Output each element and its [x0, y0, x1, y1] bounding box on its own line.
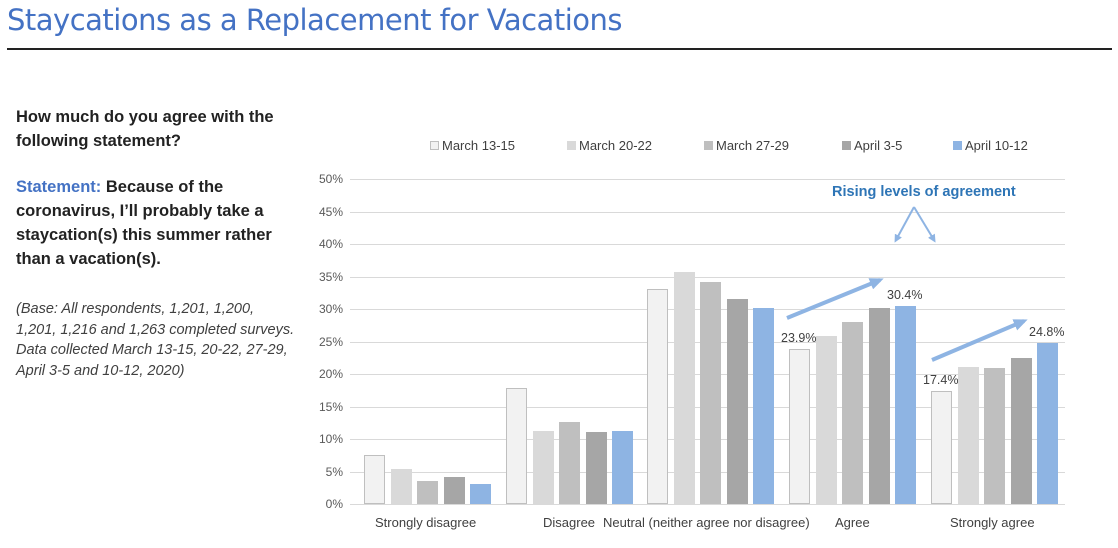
x-category-label: Agree	[835, 515, 870, 530]
y-tick-label: 20%	[318, 367, 343, 381]
x-category-label: Strongly disagree	[375, 515, 477, 530]
y-tick-label: 10%	[318, 432, 343, 446]
data-label: 24.8%	[1029, 324, 1065, 339]
y-tick-label: 15%	[318, 399, 343, 414]
gridline	[350, 211, 1065, 213]
title-divider	[7, 48, 1112, 50]
data-label: 23.9%	[781, 330, 817, 345]
gridline	[350, 276, 1065, 278]
agree-trend-arrow	[786, 278, 884, 320]
bar	[753, 307, 774, 504]
legend-item: April 3-5	[842, 137, 902, 153]
legend-label: April 10-12	[965, 137, 1028, 153]
bar	[815, 336, 837, 504]
bar	[417, 481, 438, 504]
bar	[532, 431, 554, 504]
bar	[1037, 342, 1058, 504]
bar	[506, 388, 527, 504]
strongly-agree-trend-arrow	[931, 319, 1028, 362]
legend-label: March 13-15	[442, 137, 515, 153]
bar	[726, 299, 748, 504]
annotation-arrow-right	[913, 206, 936, 243]
y-tick-label: 0%	[325, 497, 343, 511]
bar	[673, 271, 695, 504]
data-label: 17.4%	[923, 372, 959, 387]
bar	[789, 348, 810, 504]
legend-swatch	[953, 140, 962, 150]
bar	[612, 431, 633, 504]
bar	[868, 307, 890, 504]
bar	[931, 390, 952, 504]
x-category-label: Strongly agree	[950, 515, 1035, 530]
bar	[984, 368, 1005, 504]
bar	[470, 483, 491, 504]
base-note: (Base: All respondents, 1,201, 1,200, 1,…	[16, 301, 295, 379]
bar	[842, 322, 863, 504]
y-tick-label: 35%	[318, 269, 343, 284]
data-label: 30.4%	[887, 288, 923, 303]
y-tick-label: 5%	[325, 464, 343, 479]
legend-item: March 27-29	[704, 137, 789, 153]
annotation-arrow-left	[894, 206, 915, 243]
bar	[700, 281, 721, 504]
bar	[559, 422, 580, 504]
bar	[390, 468, 412, 504]
bar	[647, 288, 668, 504]
bar	[443, 476, 465, 504]
y-tick-label: 25%	[318, 334, 343, 349]
statement-text: Statement: Because of the coronavirus, I…	[16, 175, 296, 271]
bar	[364, 455, 385, 504]
legend-label: March 27-29	[716, 137, 789, 153]
page-title: Staycations as a Replacement for Vacatio…	[7, 3, 623, 37]
x-category-label: Disagree	[543, 515, 596, 530]
bar	[585, 431, 607, 504]
y-tick-label: 50%	[318, 172, 343, 186]
gridline	[350, 179, 1065, 180]
gridline	[350, 504, 1065, 505]
annotation-rising-agreement: Rising levels of agreement	[832, 184, 1016, 200]
x-category-label: Neutral (neither agree nor disagree)	[603, 515, 810, 530]
legend-swatch	[704, 140, 713, 150]
y-tick-label: 45%	[318, 204, 343, 219]
y-tick-label: 30%	[318, 302, 343, 316]
legend-swatch	[842, 140, 851, 150]
question-panel: How much do you agree with the following…	[16, 105, 296, 381]
bar	[895, 306, 916, 504]
legend-label: March 20-22	[579, 137, 652, 153]
legend-item: March 20-22	[567, 137, 652, 153]
legend-item: April 10-12	[953, 137, 1028, 153]
y-tick-label: 40%	[318, 237, 343, 251]
gridline	[350, 244, 1065, 245]
legend-label: April 3-5	[854, 137, 903, 153]
legend-swatch	[430, 140, 439, 150]
question-text: How much do you agree with the following…	[16, 108, 274, 150]
statement-body: Because of the coronavirus, I’ll probabl…	[16, 178, 272, 268]
bar	[957, 366, 979, 504]
bar	[1010, 357, 1032, 504]
statement-label: Statement:	[16, 178, 102, 196]
legend-item: March 13-15	[430, 137, 515, 153]
legend-swatch	[567, 140, 576, 150]
